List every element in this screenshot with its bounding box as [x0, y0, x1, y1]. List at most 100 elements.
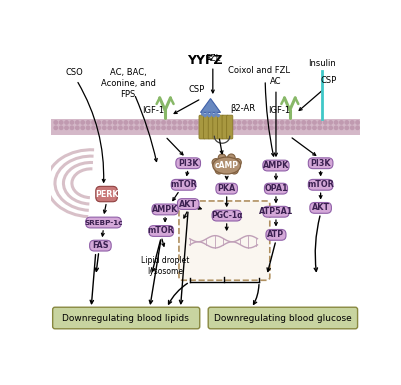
FancyBboxPatch shape	[199, 115, 205, 139]
Circle shape	[297, 121, 300, 124]
Circle shape	[232, 126, 235, 129]
Circle shape	[108, 126, 111, 129]
Bar	[51, 119, 360, 135]
Circle shape	[297, 126, 300, 129]
Circle shape	[280, 121, 284, 124]
Text: PI3K: PI3K	[310, 159, 331, 168]
Circle shape	[227, 154, 235, 162]
Text: cAMP: cAMP	[215, 161, 239, 170]
Circle shape	[173, 126, 176, 129]
Circle shape	[345, 126, 348, 129]
Circle shape	[302, 121, 306, 124]
Circle shape	[183, 126, 187, 129]
FancyBboxPatch shape	[222, 115, 228, 139]
Circle shape	[162, 126, 165, 129]
Circle shape	[218, 154, 226, 162]
FancyBboxPatch shape	[53, 307, 200, 329]
FancyBboxPatch shape	[308, 179, 333, 190]
FancyBboxPatch shape	[177, 199, 199, 209]
Circle shape	[291, 126, 295, 129]
FancyBboxPatch shape	[263, 206, 289, 217]
Circle shape	[103, 121, 106, 124]
Circle shape	[130, 121, 133, 124]
Circle shape	[275, 126, 278, 129]
Circle shape	[59, 126, 63, 129]
Circle shape	[124, 126, 128, 129]
FancyBboxPatch shape	[171, 179, 196, 190]
Circle shape	[308, 126, 311, 129]
Circle shape	[113, 121, 117, 124]
Circle shape	[234, 159, 241, 166]
Circle shape	[119, 121, 122, 124]
Circle shape	[340, 126, 343, 129]
Text: CSP: CSP	[320, 76, 336, 85]
FancyBboxPatch shape	[216, 183, 237, 194]
Circle shape	[269, 121, 273, 124]
Circle shape	[253, 121, 257, 124]
Circle shape	[253, 126, 257, 129]
Circle shape	[65, 126, 68, 129]
Text: FZL: FZL	[205, 54, 221, 63]
Circle shape	[173, 121, 176, 124]
Circle shape	[324, 121, 327, 124]
Circle shape	[140, 126, 144, 129]
Circle shape	[237, 121, 241, 124]
Circle shape	[178, 121, 181, 124]
Circle shape	[350, 126, 354, 129]
Circle shape	[194, 126, 198, 129]
Circle shape	[221, 126, 225, 129]
Circle shape	[216, 121, 219, 124]
Circle shape	[356, 126, 359, 129]
Circle shape	[232, 121, 235, 124]
Circle shape	[334, 126, 338, 129]
Circle shape	[208, 114, 211, 117]
Text: AKT: AKT	[179, 199, 197, 209]
Circle shape	[318, 121, 322, 124]
Text: mTOR: mTOR	[307, 180, 334, 189]
Circle shape	[286, 126, 289, 129]
FancyBboxPatch shape	[308, 158, 333, 169]
Circle shape	[318, 126, 322, 129]
FancyBboxPatch shape	[213, 115, 219, 139]
FancyBboxPatch shape	[208, 307, 358, 329]
Text: YYFZ: YYFZ	[187, 54, 223, 67]
Circle shape	[202, 113, 204, 115]
Circle shape	[329, 126, 332, 129]
Circle shape	[59, 121, 63, 124]
Text: mTOR: mTOR	[148, 226, 174, 236]
FancyBboxPatch shape	[227, 115, 233, 139]
Circle shape	[324, 126, 327, 129]
FancyBboxPatch shape	[149, 226, 174, 236]
Circle shape	[97, 121, 101, 124]
FancyBboxPatch shape	[152, 204, 178, 215]
Text: CSP: CSP	[188, 85, 205, 94]
FancyBboxPatch shape	[264, 183, 288, 194]
Circle shape	[211, 121, 214, 124]
Circle shape	[54, 126, 57, 129]
Text: ATP: ATP	[267, 230, 285, 239]
Text: AC, BAC,
Aconine, and
FPS: AC, BAC, Aconine, and FPS	[101, 68, 156, 99]
Text: AMPK: AMPK	[263, 161, 289, 170]
Circle shape	[215, 166, 223, 174]
Circle shape	[200, 126, 203, 129]
Circle shape	[86, 126, 90, 129]
Circle shape	[356, 121, 359, 124]
Text: PGC-1α: PGC-1α	[211, 211, 242, 220]
Circle shape	[146, 126, 149, 129]
Circle shape	[308, 121, 311, 124]
Circle shape	[350, 121, 354, 124]
Circle shape	[92, 126, 95, 129]
Circle shape	[231, 166, 238, 174]
Text: FAS: FAS	[92, 241, 109, 250]
Circle shape	[302, 126, 306, 129]
Circle shape	[140, 121, 144, 124]
Circle shape	[269, 126, 273, 129]
Circle shape	[237, 126, 241, 129]
Circle shape	[286, 121, 289, 124]
Circle shape	[243, 126, 246, 129]
Circle shape	[156, 126, 160, 129]
Circle shape	[92, 121, 95, 124]
Polygon shape	[200, 99, 221, 112]
Circle shape	[151, 126, 154, 129]
Circle shape	[204, 114, 206, 117]
